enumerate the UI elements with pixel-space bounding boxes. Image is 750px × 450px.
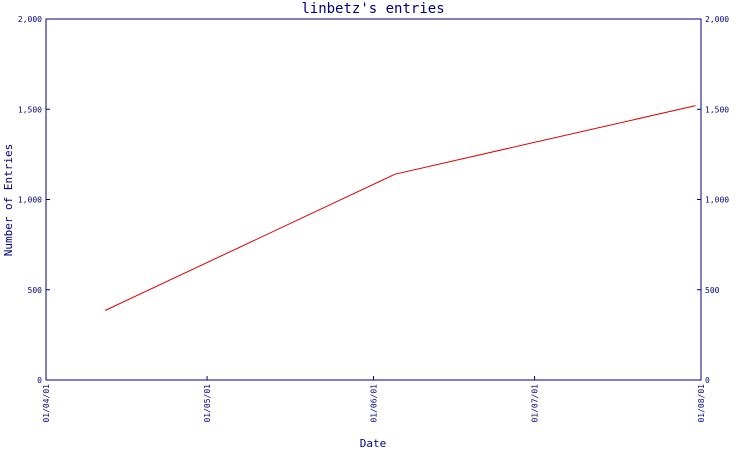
series-line bbox=[104, 105, 696, 311]
x-axis-label: Date bbox=[360, 437, 387, 450]
chart-title: linbetz's entries bbox=[301, 1, 444, 17]
y-tick-label-left: 2,000 bbox=[18, 15, 42, 24]
x-tick-label: 01/08/01 bbox=[697, 384, 706, 423]
series-layer bbox=[104, 105, 696, 311]
y-tick-label-left: 500 bbox=[28, 286, 43, 295]
y-tick-label-left: 1,500 bbox=[18, 105, 42, 114]
y-axis-ticks: 0 0 500 500 1,000 1,000 1,500 1,500 2,000 2,000 bbox=[18, 15, 729, 385]
y-tick-label-right: 0 bbox=[705, 376, 710, 385]
y-tick-label-right: 2,000 bbox=[705, 15, 729, 24]
y-tick-label-right: 1,500 bbox=[705, 105, 729, 114]
x-axis-ticks: 01/04/01 01/05/01 01/06/01 01/07/01 01/08/01 bbox=[42, 376, 706, 423]
x-tick-label: 01/07/01 bbox=[531, 384, 540, 423]
x-tick-label: 01/04/01 bbox=[42, 384, 51, 423]
y-tick-label-right: 500 bbox=[705, 286, 720, 295]
y-tick-label-left: 1,000 bbox=[18, 196, 42, 205]
y-tick-label-left: 0 bbox=[37, 376, 42, 385]
y-tick-label-right: 1,000 bbox=[705, 196, 729, 205]
x-tick-label: 01/06/01 bbox=[370, 384, 379, 423]
y-axis-label: Number of Entries bbox=[2, 144, 15, 257]
x-tick-label: 01/05/01 bbox=[203, 384, 212, 423]
